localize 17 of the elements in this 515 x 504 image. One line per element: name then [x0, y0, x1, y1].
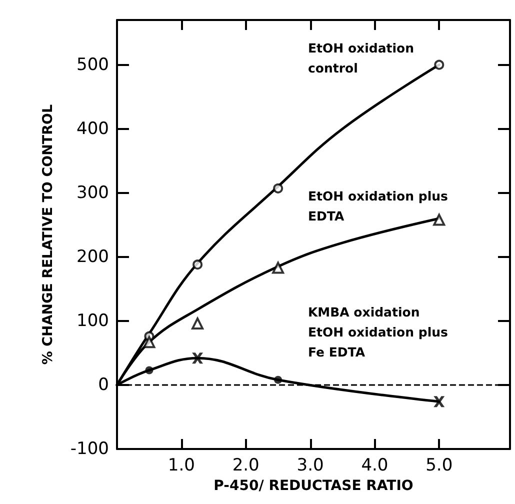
annotation: EtOH oxidation plus EDTA	[308, 188, 448, 224]
x-tick-label: 1.0	[168, 456, 195, 476]
y-tick-label: -100	[70, 439, 109, 459]
y-tick-label: 300	[76, 182, 109, 203]
x-tick-label: 3.0	[296, 456, 324, 476]
x-axis-title: P-450/ REDUCTASE RATIO	[214, 478, 414, 494]
y-tick-label: 400	[76, 118, 109, 139]
y-tick-label: 200	[76, 246, 109, 267]
y-tick-label: 100	[76, 310, 109, 331]
y-axis-title: % CHANGE RELATIVE TO CONTROL	[40, 104, 56, 365]
x-tick-label: 4.0	[361, 456, 388, 476]
y-tick-label: 500	[76, 54, 109, 75]
annotation: KMBA oxidation EtOH oxidation plus Fe EDTA	[308, 304, 448, 360]
annotation: EtOH oxidation control	[308, 40, 414, 76]
x-tick-label: 2.0	[232, 456, 260, 476]
x-tick-label: 5.0	[426, 456, 453, 476]
y-tick-label: 0	[98, 374, 109, 395]
